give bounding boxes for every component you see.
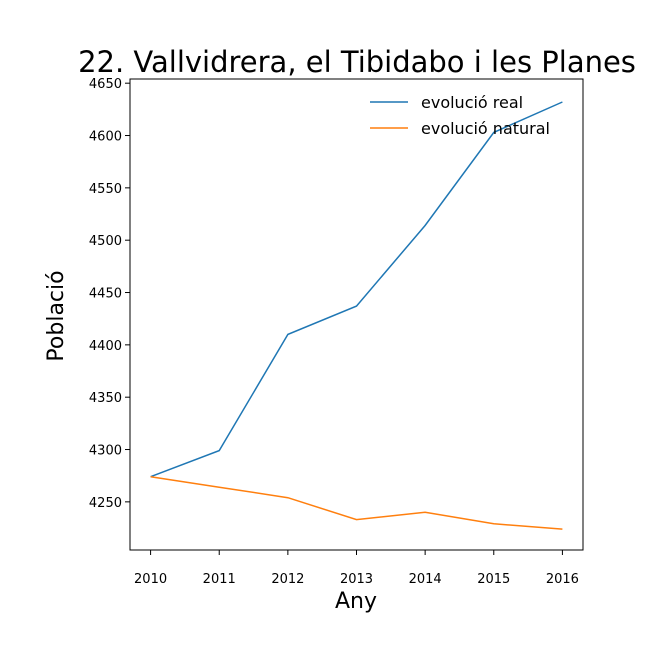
x-tick-label: 2015 [477, 572, 510, 587]
x-tick-label: 2011 [203, 572, 236, 587]
y-tick-label: 4450 [89, 287, 122, 302]
y-tick-label: 4550 [89, 182, 122, 197]
y-tick-label: 4650 [89, 77, 122, 92]
y-tick-label: 4250 [89, 496, 122, 511]
y-tick-label: 4500 [89, 234, 122, 249]
legend: evolució real evolució natural [370, 93, 550, 138]
legend-label-natural: evolució natural [421, 119, 550, 138]
legend-label-real: evolució real [421, 93, 523, 112]
y-tick-label: 4400 [89, 339, 122, 354]
x-tick-label: 2013 [340, 572, 373, 587]
x-tick-label: 2010 [134, 572, 167, 587]
x-axis: 2010 2011 2012 2013 2014 2015 2016 [134, 550, 579, 587]
plot-frame [129, 78, 584, 551]
y-axis-label: Població [44, 270, 69, 361]
y-tick-label: 4600 [89, 130, 122, 145]
x-tick-label: 2012 [271, 572, 304, 587]
y-tick-label: 4300 [89, 444, 122, 459]
series-line-real [150, 101, 563, 478]
chart-title: 22. Vallvidrera, el Tibidabo i les Plane… [78, 45, 636, 79]
x-axis-label: Any [335, 589, 377, 614]
series-lines [150, 101, 563, 530]
series-line-natural [150, 475, 563, 530]
y-axis: 4250 4300 4350 4400 4450 4500 4550 4600 4650 [89, 77, 130, 511]
x-tick-label: 2014 [409, 572, 442, 587]
x-tick-label: 2016 [546, 572, 579, 587]
y-tick-label: 4350 [89, 391, 122, 406]
